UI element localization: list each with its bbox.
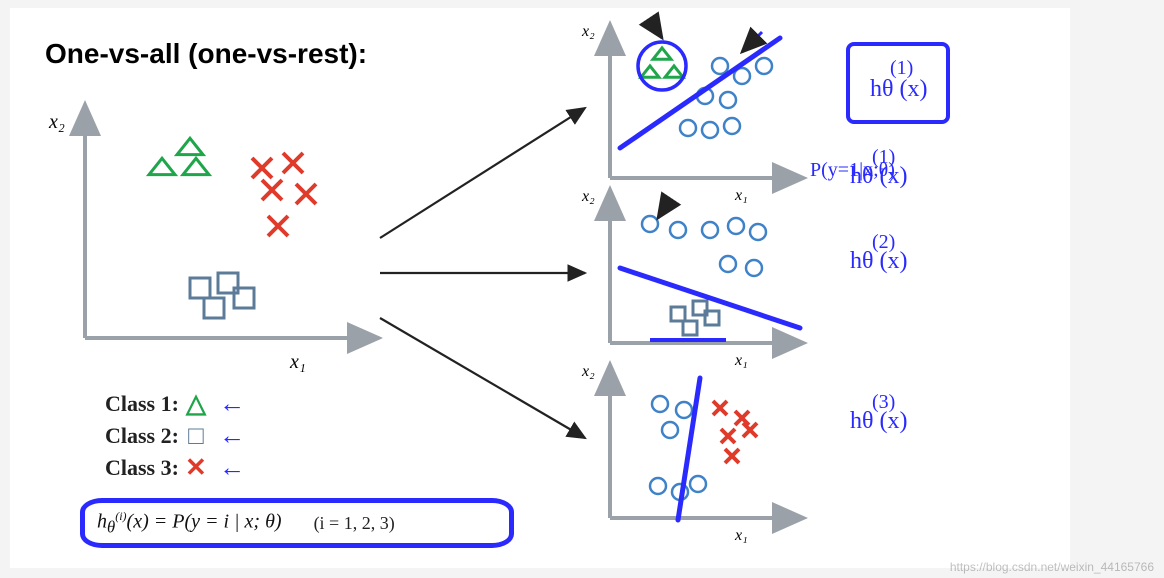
svg-text:hθ (x): hθ (x) <box>850 408 907 434</box>
legend-label-2: Class 2: <box>105 423 179 449</box>
svg-text:x₂: x₂ <box>581 188 595 205</box>
legend-label-3: Class 3: <box>105 455 179 481</box>
formula-index: (i = 1, 2, 3) <box>314 513 395 534</box>
svg-text:x₂: x₂ <box>48 111 65 133</box>
formula-text: hθ(i)(x) = P(y = i | x; θ) <box>97 509 282 538</box>
legend-row-1: Class 1: △ ← <box>105 388 245 420</box>
legend-arrow-3: ← <box>219 453 245 483</box>
legend-label-1: Class 1: <box>105 391 179 417</box>
svg-text:x₁: x₁ <box>289 351 306 373</box>
svg-text:hθ (x): hθ (x) <box>870 76 927 102</box>
svg-text:x₁: x₁ <box>734 527 748 544</box>
triangle-icon: △ <box>183 389 209 419</box>
legend-row-3: Class 3: ✕ ← <box>105 452 245 484</box>
svg-text:(1): (1) <box>890 57 913 79</box>
svg-text:x₁: x₁ <box>734 187 748 204</box>
legend-arrow-1: ← <box>219 389 245 419</box>
svg-text:hθ (x): hθ (x) <box>850 248 907 274</box>
legend: Class 1: △ ← Class 2: □ ← Class 3: ✕ ← <box>105 388 245 484</box>
watermark: https://blog.csdn.net/weixin_44165766 <box>950 560 1154 574</box>
svg-text:x₁: x₁ <box>734 352 748 369</box>
legend-row-2: Class 2: □ ← <box>105 420 245 452</box>
slide-canvas: One-vs-all (one-vs-rest): x₁x₂x₁x₂hθ (x)… <box>10 8 1070 568</box>
legend-arrow-2: ← <box>219 421 245 451</box>
formula-box: hθ(i)(x) = P(y = i | x; θ) (i = 1, 2, 3) <box>80 498 514 548</box>
svg-text:hθ (x): hθ (x) <box>850 163 907 189</box>
square-icon: □ <box>183 421 209 451</box>
svg-text:x₂: x₂ <box>581 363 595 380</box>
diagram-svg: x₁x₂x₁x₂hθ (x)(1)P(y=1|x;θ)(1)hθ (x)x₁x₂… <box>10 8 1070 568</box>
cross-icon: ✕ <box>183 453 209 483</box>
svg-text:x₂: x₂ <box>581 23 595 40</box>
